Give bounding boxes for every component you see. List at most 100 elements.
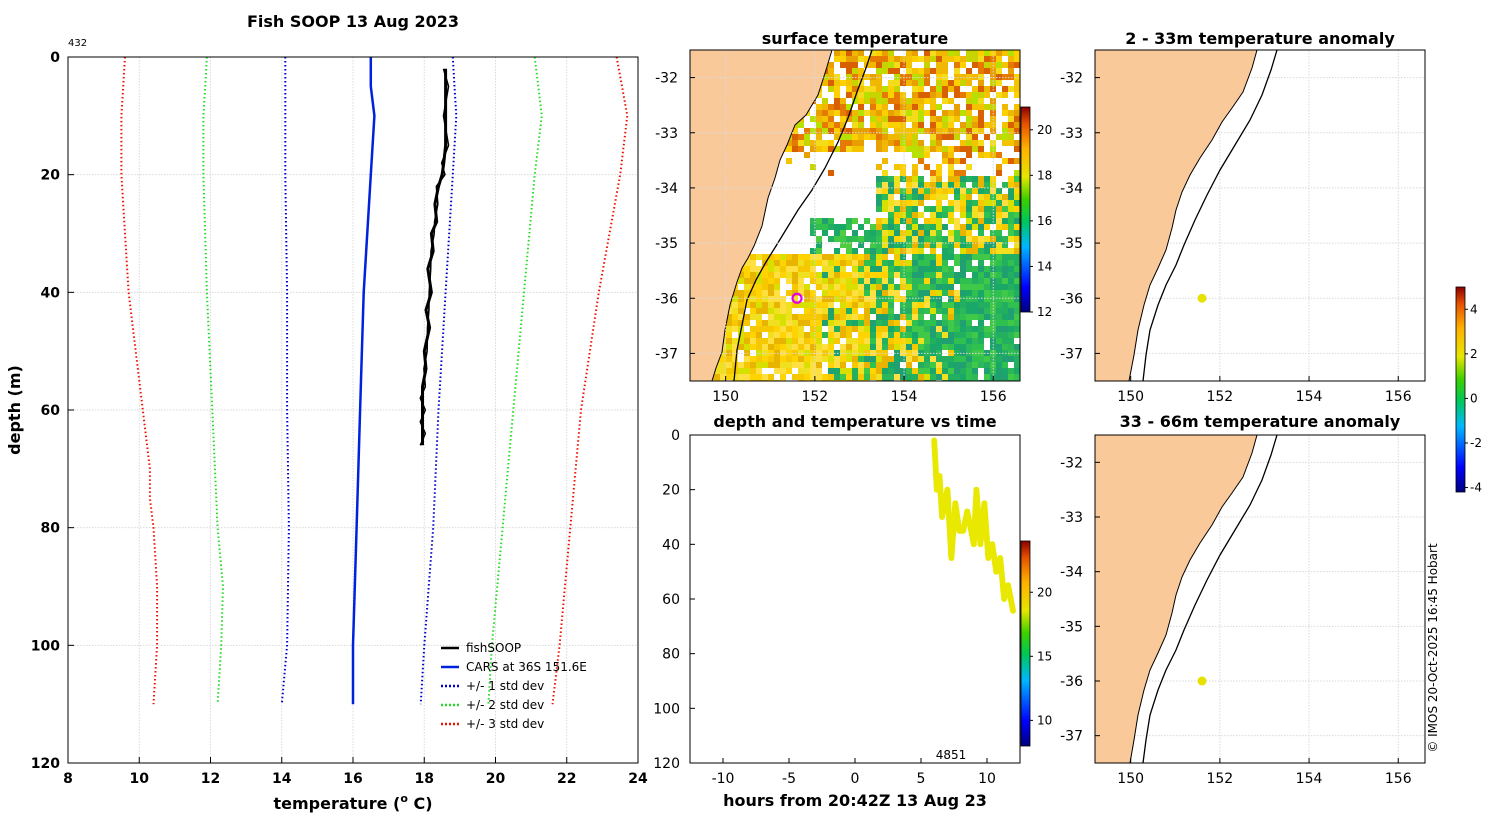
sst-cell [912,122,918,128]
sst-cell [936,194,942,200]
sst-cell [852,86,858,92]
sst-cell [972,326,978,332]
sst-cell [978,176,984,182]
sst-cell [1002,266,1008,272]
sst-cell [786,302,792,308]
sst-cell [924,224,930,230]
sst-cell [1014,242,1020,248]
sst-cell [900,248,906,254]
sst-cell [996,356,1002,362]
sst-cell [762,308,768,314]
sst-cell [720,374,726,380]
sst-cell [984,314,990,320]
std1-line-lower [280,57,290,705]
sst-cell [906,176,912,182]
sst-cell [960,194,966,200]
sst-cell [816,338,822,344]
sst-cell [852,296,858,302]
sst-cell [876,56,882,62]
sst-cell [978,110,984,116]
sst-cell [750,332,756,338]
sst-cell [846,308,852,314]
sst-cell [996,374,1002,380]
sst-cell [942,362,948,368]
sst-cell [930,368,936,374]
sst-cell [960,302,966,308]
sst-cell [858,356,864,362]
sst-cell [918,56,924,62]
sst-cell [858,110,864,116]
sst-cell [852,116,858,122]
fish-soop-line-trace [419,68,450,446]
sst-cell [876,302,882,308]
sst-cell [882,308,888,314]
sst-cell [798,290,804,296]
sst-cell [960,242,966,248]
sst-cell [978,116,984,122]
sst-cell [942,116,948,122]
sst-cell [1014,122,1020,128]
anom-top-ytick-label: -34 [1060,181,1083,197]
sst-cell [798,278,804,284]
sst-ytick-label: -33 [655,126,678,142]
sst-cell [972,86,978,92]
sst-cell [936,254,942,260]
sst-cell [954,80,960,86]
sst-cell [894,236,900,242]
sst-cell [780,254,786,260]
sst-cell [1002,290,1008,296]
sst-cell [792,266,798,272]
sst-cell [816,374,822,380]
sst-cell [888,56,894,62]
sst-cell [882,278,888,284]
sst-cell [804,284,810,290]
sst-cell [900,242,906,248]
legend-std1: +/- 1 std dev [466,679,544,693]
sst-cell [966,230,972,236]
sst-cell [1014,284,1020,290]
sst-cell [918,266,924,272]
sst-cell [876,122,882,128]
profile-xtick-label: 16 [343,771,362,787]
sst-cell [840,224,846,230]
sst-cell [798,122,804,128]
sst-cell [996,290,1002,296]
sst-cell [822,284,828,290]
sst-cell [960,140,966,146]
sst-cell [816,362,822,368]
sst-cell [996,212,1002,218]
sst-cell [816,128,822,134]
sst-cell [960,356,966,362]
sst-cell [852,74,858,80]
sst-cell [876,206,882,212]
sst-cell [918,98,924,104]
sst-cell [924,338,930,344]
sst-cell [912,188,918,194]
sst-cell [750,266,756,272]
sst-cell [900,308,906,314]
sst-cell [834,356,840,362]
credit-text: © IMOS 20-Oct-2025 16:45 Hobart [1426,543,1440,753]
sst-cell [750,278,756,284]
sst-cell [852,122,858,128]
sst-cell [810,278,816,284]
sst-cell [888,260,894,266]
sst-cell [900,110,906,116]
sst-cell [900,62,906,68]
sst-cell [1008,128,1014,134]
sst-cell [1014,146,1020,152]
sst-cell [1014,290,1020,296]
sst-cell [1008,212,1014,218]
sst-cell [942,260,948,266]
sst-cell [924,74,930,80]
sst-cell [984,296,990,302]
sst-cell [840,278,846,284]
sst-cell [804,362,810,368]
sst-cell [972,140,978,146]
sst-cell [840,314,846,320]
sst-cell [912,146,918,152]
sst-cell [768,308,774,314]
sst-cell [936,356,942,362]
sst-cell [906,248,912,254]
